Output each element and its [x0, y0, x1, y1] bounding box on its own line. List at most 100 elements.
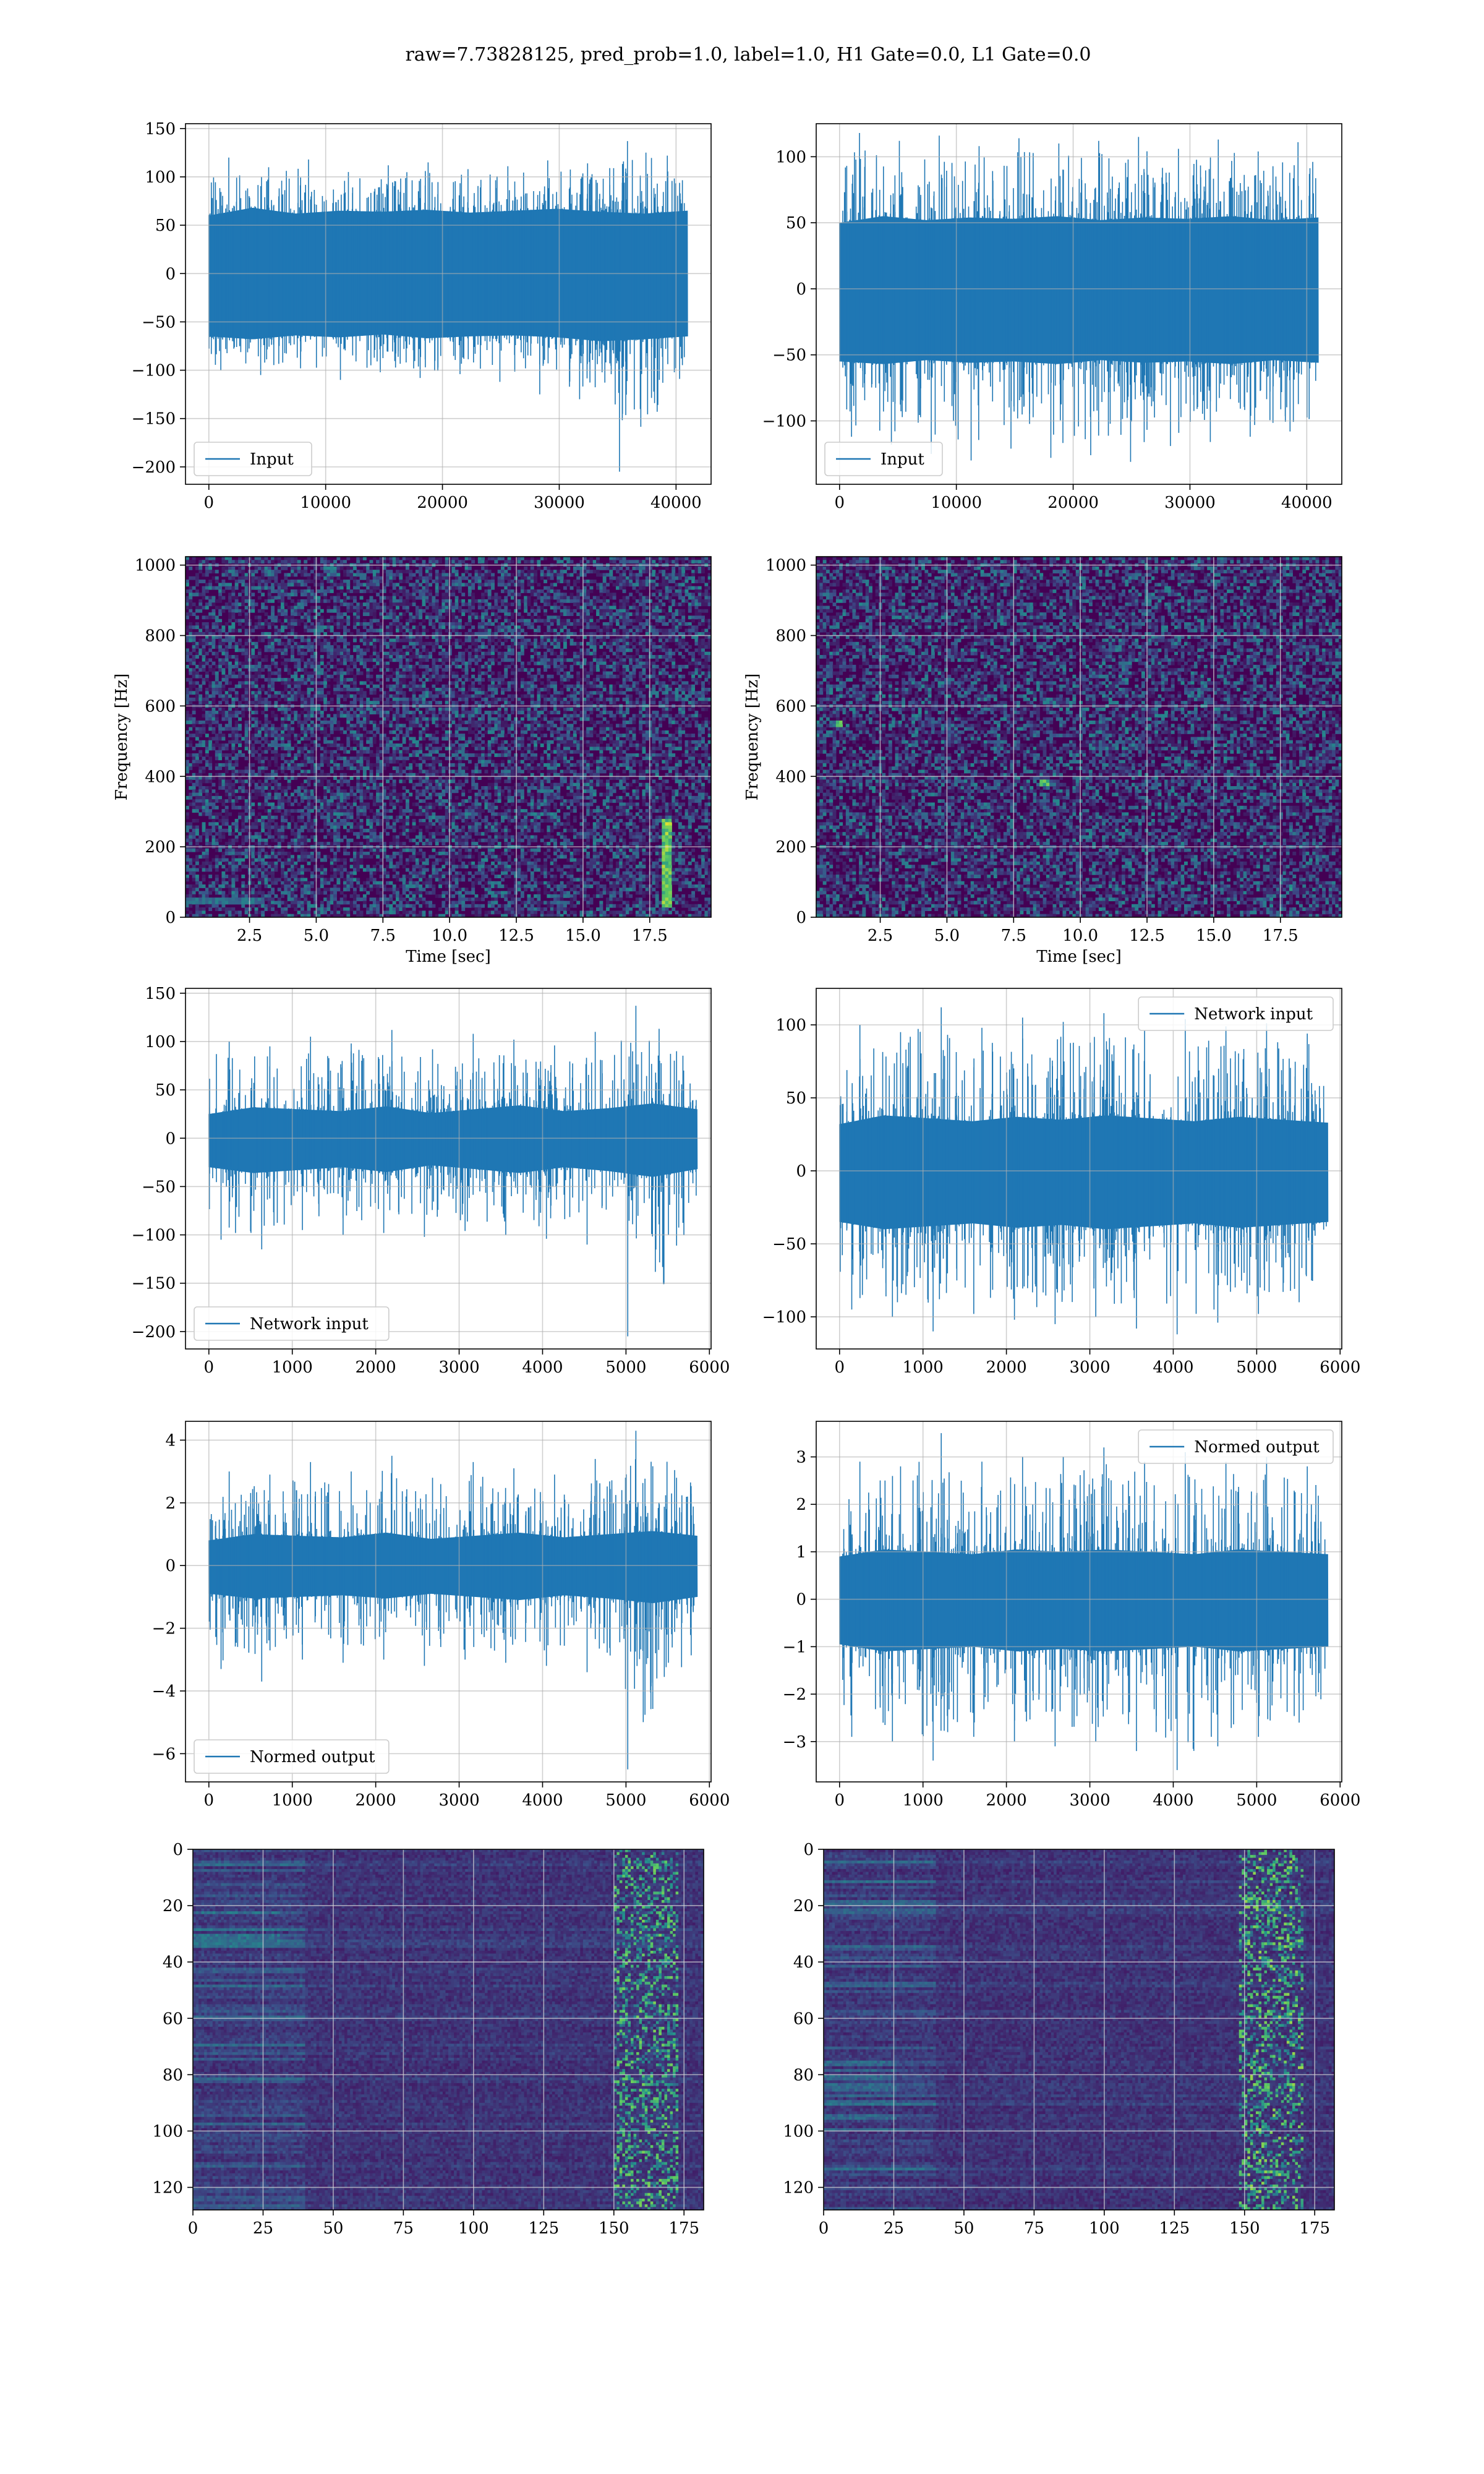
- y-tick-label: 800: [145, 627, 176, 646]
- normed-output-l1-panel: 0 1000 2000 3000 4000 5000 6000−3−2−10123Norme…: [783, 1421, 1361, 1810]
- y-tick-label: 2: [165, 1494, 176, 1513]
- series-spikes: [209, 1431, 694, 1770]
- legend: Normed output: [1138, 1430, 1333, 1463]
- x-tick-label: 12.5: [1129, 927, 1165, 945]
- network-input-h1-panel: 0 1000 2000 3000 4000 5000 6000−200−150−100−50…: [132, 985, 730, 1377]
- y-tick-label: 0: [165, 909, 176, 927]
- y-tick-label: −100: [762, 412, 806, 430]
- x-tick-label: 4000: [522, 1791, 563, 1810]
- x-tick-label: 15.0: [1196, 927, 1232, 945]
- figure-suptitle: raw=7.73828125, pred_prob=1.0, label=1.0…: [405, 44, 1091, 66]
- plot-area: [816, 557, 1342, 918]
- x-tick-label: 2000: [986, 1791, 1027, 1810]
- y-tick-label: 100: [145, 168, 176, 187]
- plot-area: [193, 1849, 704, 2211]
- x-tick-label: 75: [1024, 2219, 1044, 2238]
- legend: Input: [194, 442, 312, 476]
- x-tick-label: 10000: [931, 494, 982, 512]
- y-tick-label: 120: [783, 2179, 814, 2198]
- x-tick-label: 0: [835, 1791, 845, 1810]
- x-tick-label: 50: [323, 2219, 343, 2238]
- y-tick-label: −3: [783, 1733, 806, 1752]
- y-tick-label: 120: [152, 2179, 183, 2198]
- legend-label: Normed output: [250, 1748, 375, 1766]
- x-tick-label: 0: [835, 1358, 845, 1377]
- y-tick-label: 600: [775, 697, 806, 716]
- y-tick-label: 60: [163, 2010, 183, 2028]
- x-tick-label: 5000: [1236, 1791, 1277, 1810]
- y-tick-label: 50: [786, 1089, 806, 1108]
- y-tick-label: 0: [803, 1841, 814, 1859]
- x-tick-label: 6000: [689, 1358, 730, 1377]
- x-tick-label: 2000: [356, 1358, 396, 1377]
- y-tick-label: 0: [165, 265, 176, 283]
- x-tick-label: 20000: [1047, 494, 1099, 512]
- legend: Input: [825, 442, 942, 476]
- y-tick-label: 50: [786, 214, 806, 233]
- y-tick-label: 0: [173, 1841, 183, 1859]
- y-tick-label: 600: [145, 697, 176, 716]
- x-tick-label: 2000: [356, 1791, 396, 1810]
- y-tick-label: 20: [163, 1897, 183, 1915]
- x-tick-label: 40000: [650, 494, 702, 512]
- y-tick-label: −150: [132, 410, 176, 429]
- x-tick-label: 25: [253, 2219, 273, 2238]
- y-tick-label: 0: [796, 909, 806, 927]
- axes-frame: [186, 1421, 711, 1782]
- x-tick-label: 4000: [1153, 1791, 1193, 1810]
- input-h1-panel: 0 10000 20000 30000 40000−200−150−100−500501…: [132, 120, 711, 512]
- y-tick-label: 150: [145, 120, 176, 139]
- spectrogram-l1-panel: 2.5 5.0 7.5 10.0 12.5 15.0 17.5020040060080010…: [743, 557, 1342, 966]
- x-tick-label: 125: [528, 2219, 559, 2238]
- x-tick-label: 4000: [522, 1358, 563, 1377]
- x-tick-label: 25: [884, 2219, 904, 2238]
- x-tick-label: 3000: [438, 1791, 479, 1810]
- x-tick-label: 0: [819, 2219, 829, 2238]
- x-tick-label: 30000: [534, 494, 585, 512]
- spectrogram-h1-panel: 2.5 5.0 7.5 10.0 12.5 15.0 17.5020040060080010…: [113, 557, 712, 966]
- y-tick-label: 20: [793, 1897, 814, 1915]
- y-tick-label: −50: [142, 1178, 176, 1196]
- y-tick-label: 40: [163, 1953, 183, 1972]
- x-tick-label: 10000: [300, 494, 351, 512]
- y-tick-label: −2: [152, 1620, 176, 1638]
- y-tick-label: 0: [165, 1129, 176, 1148]
- x-tick-label: 75: [393, 2219, 414, 2238]
- legend: Normed output: [194, 1740, 389, 1773]
- y-tick-label: 400: [145, 768, 176, 786]
- network-input-l1-panel: 0 1000 2000 3000 4000 5000 6000−100−50050100Ne…: [762, 988, 1361, 1377]
- plot-area: [209, 141, 688, 472]
- x-tick-label: 3000: [1069, 1791, 1110, 1810]
- y-tick-label: 0: [796, 1591, 806, 1609]
- y-tick-label: 100: [775, 148, 806, 166]
- y-tick-label: 4: [165, 1431, 176, 1450]
- x-tick-label: 6000: [1320, 1791, 1360, 1810]
- heatmap-cells: [824, 1849, 1335, 2211]
- x-tick-label: 17.5: [1263, 927, 1298, 945]
- x-tick-label: 5.0: [934, 927, 960, 945]
- x-tick-label: 17.5: [632, 927, 668, 945]
- heatmap-cells: [193, 1849, 704, 2211]
- grid: [186, 1421, 711, 1782]
- y-tick-label: 80: [793, 2066, 814, 2084]
- x-tick-label: 30000: [1164, 494, 1216, 512]
- y-axis-label: Frequency [Hz]: [743, 674, 762, 801]
- x-tick-label: 40000: [1281, 494, 1333, 512]
- y-tick-label: −50: [772, 346, 806, 365]
- y-tick-label: 200: [145, 838, 176, 857]
- x-tick-label: 2.5: [868, 927, 893, 945]
- legend-label: Input: [250, 450, 294, 469]
- x-tick-label: 0: [835, 494, 845, 512]
- x-tick-label: 0: [204, 1791, 215, 1810]
- y-tick-label: 2: [796, 1496, 806, 1514]
- y-tick-label: 50: [155, 216, 176, 235]
- x-tick-label: 1000: [903, 1791, 944, 1810]
- y-tick-label: 40: [793, 1953, 814, 1972]
- x-tick-label: 0: [204, 494, 215, 512]
- y-tick-label: 100: [152, 2122, 183, 2141]
- y-tick-label: 100: [145, 1033, 176, 1051]
- plot-area: [209, 1431, 697, 1770]
- x-tick-label: 1000: [272, 1791, 313, 1810]
